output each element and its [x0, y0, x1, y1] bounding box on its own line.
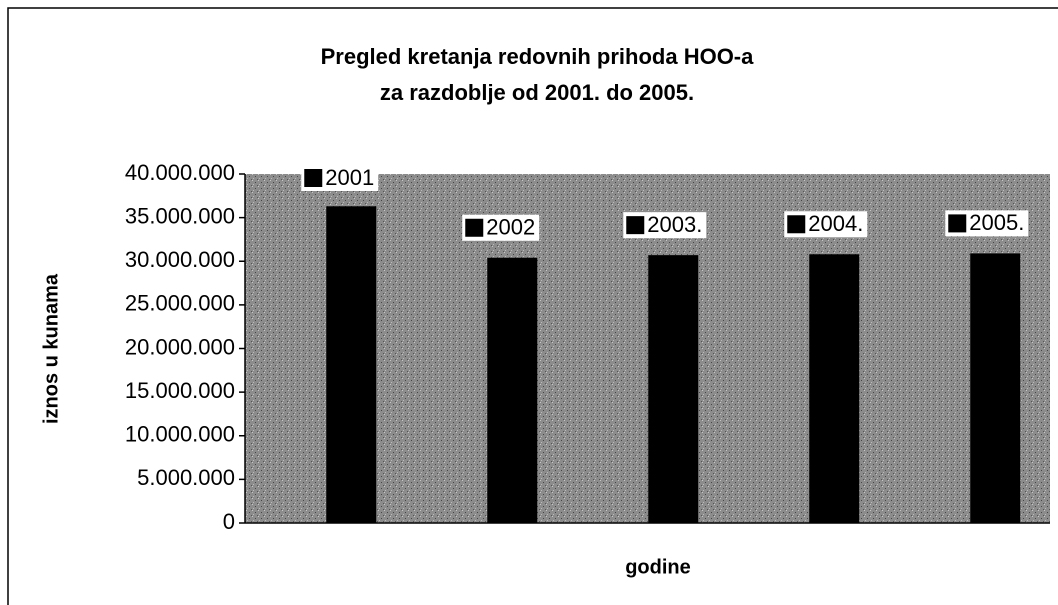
bar: [487, 257, 538, 523]
legend-key: [787, 215, 806, 234]
y-tick-label: 15.000.000: [125, 378, 235, 403]
bar: [809, 254, 860, 523]
bar: [970, 253, 1021, 523]
legend-key: [626, 216, 645, 235]
legend-key: [948, 214, 967, 233]
x-axis-label: godine: [625, 556, 691, 578]
data-label: 2005.: [969, 210, 1024, 235]
chart-frame: [7, 7, 1058, 605]
chart-title: Pregled kretanja redovnih prihoda HOO-a: [321, 44, 755, 69]
y-tick-label: 30.000.000: [125, 247, 235, 272]
bar: [326, 206, 377, 523]
y-tick-label: 0: [223, 509, 235, 534]
y-tick-label: 10.000.000: [125, 422, 235, 447]
bar: [648, 255, 699, 523]
y-tick-label: 40.000.000: [125, 160, 235, 185]
chart-title: za razdoblje od 2001. do 2005.: [380, 80, 694, 105]
y-tick-label: 25.000.000: [125, 291, 235, 316]
y-tick-label: 5.000.000: [137, 465, 235, 490]
data-label: 2003.: [647, 212, 702, 237]
data-label: 2002: [486, 215, 535, 240]
data-label: 2004.: [808, 211, 863, 236]
y-tick-label: 35.000.000: [125, 203, 235, 228]
data-label: 2001: [325, 165, 374, 190]
y-tick-label: 20.000.000: [125, 334, 235, 359]
y-axis-label: iznos u kunama: [40, 273, 62, 424]
legend-key: [465, 218, 484, 237]
legend-key: [304, 169, 323, 187]
